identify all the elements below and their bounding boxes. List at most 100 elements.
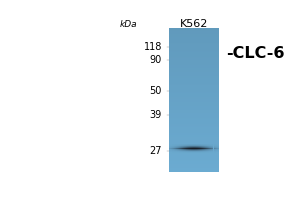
Bar xyxy=(169,119,219,120)
Bar xyxy=(169,94,219,95)
Bar xyxy=(169,102,219,103)
Bar xyxy=(169,166,219,167)
Bar xyxy=(169,94,219,95)
Bar xyxy=(169,53,219,54)
Bar xyxy=(169,167,219,168)
Bar xyxy=(169,123,219,124)
Bar xyxy=(169,36,219,37)
Bar xyxy=(169,89,219,90)
Bar xyxy=(169,81,219,82)
Text: 90: 90 xyxy=(150,55,162,65)
Text: 27: 27 xyxy=(149,146,162,156)
Bar xyxy=(169,59,219,60)
Bar xyxy=(169,143,219,144)
Bar xyxy=(169,114,219,115)
Bar xyxy=(169,140,219,141)
Bar xyxy=(169,145,219,146)
Bar xyxy=(169,73,219,74)
Bar xyxy=(169,146,219,147)
Bar xyxy=(169,137,219,138)
Bar xyxy=(169,104,219,105)
Bar xyxy=(169,117,219,118)
Bar xyxy=(169,70,219,71)
Bar xyxy=(169,141,219,142)
Bar xyxy=(169,88,219,89)
Bar xyxy=(169,42,219,43)
Bar xyxy=(169,165,219,166)
Bar xyxy=(169,109,219,110)
Bar xyxy=(169,38,219,39)
Bar xyxy=(169,39,219,40)
Bar xyxy=(169,151,219,152)
Text: 118: 118 xyxy=(143,42,162,52)
Bar xyxy=(169,120,219,121)
Bar xyxy=(169,161,219,162)
Bar xyxy=(169,133,219,134)
Bar xyxy=(169,49,219,50)
Bar xyxy=(169,41,219,42)
Bar xyxy=(169,156,219,157)
Bar xyxy=(169,82,219,83)
Bar xyxy=(169,108,219,109)
Bar xyxy=(169,92,219,93)
Bar xyxy=(169,144,219,145)
Bar xyxy=(169,155,219,156)
Bar xyxy=(169,75,219,76)
Bar xyxy=(169,133,219,134)
Bar xyxy=(169,70,219,71)
Bar xyxy=(169,154,219,155)
Bar xyxy=(169,111,219,112)
Bar xyxy=(169,87,219,88)
Bar xyxy=(169,160,219,161)
Bar xyxy=(169,116,219,117)
Bar xyxy=(169,55,219,56)
Bar xyxy=(169,65,219,66)
Bar xyxy=(169,29,219,30)
Bar xyxy=(169,46,219,47)
Bar xyxy=(169,127,219,128)
Bar xyxy=(169,67,219,68)
Bar xyxy=(169,40,219,41)
Bar xyxy=(169,58,219,59)
Bar xyxy=(169,129,219,130)
Bar xyxy=(169,90,219,91)
Bar xyxy=(169,83,219,84)
Bar xyxy=(169,106,219,107)
Bar xyxy=(169,113,219,114)
Bar xyxy=(169,35,219,36)
Bar xyxy=(169,71,219,72)
Bar xyxy=(169,149,219,150)
Bar xyxy=(169,121,219,122)
Bar xyxy=(169,157,219,158)
Bar xyxy=(169,134,219,135)
Bar xyxy=(169,145,219,146)
Bar xyxy=(169,52,219,53)
Bar xyxy=(169,49,219,50)
Bar xyxy=(169,84,219,85)
Bar xyxy=(169,167,219,168)
Bar xyxy=(169,96,219,97)
Bar xyxy=(169,56,219,57)
Bar xyxy=(169,93,219,94)
Bar xyxy=(169,132,219,133)
Bar xyxy=(169,30,219,31)
Bar xyxy=(169,138,219,139)
Bar xyxy=(169,148,219,149)
Bar xyxy=(169,30,219,31)
Bar xyxy=(169,61,219,62)
Bar xyxy=(169,47,219,48)
Bar xyxy=(169,146,219,147)
Bar xyxy=(169,170,219,171)
Bar xyxy=(169,45,219,46)
Bar xyxy=(169,91,219,92)
Text: kDa: kDa xyxy=(120,20,138,29)
Bar xyxy=(169,99,219,100)
Bar xyxy=(169,79,219,80)
Bar xyxy=(169,155,219,156)
Bar xyxy=(169,147,219,148)
Bar xyxy=(169,135,219,136)
Bar xyxy=(169,62,219,63)
Bar xyxy=(169,29,219,30)
Bar xyxy=(169,62,219,63)
Bar xyxy=(169,118,219,119)
